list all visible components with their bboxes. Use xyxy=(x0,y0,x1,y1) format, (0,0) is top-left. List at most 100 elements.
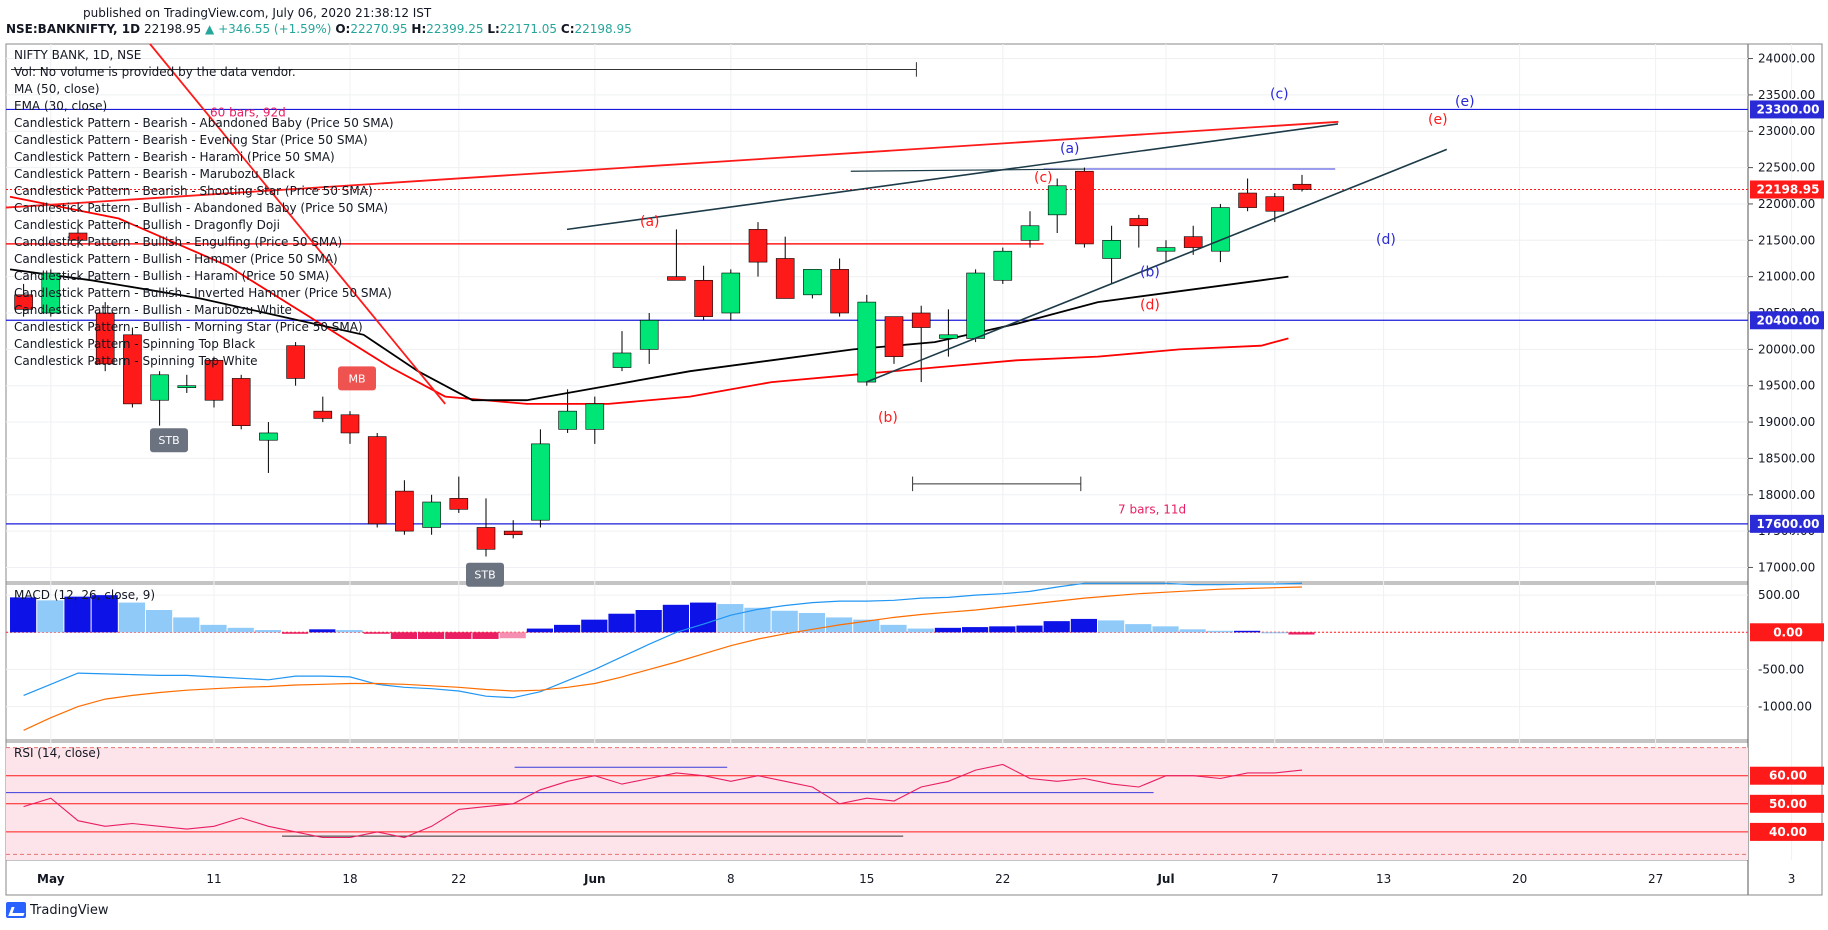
macd-histogram-bar xyxy=(907,628,934,633)
level-price-label: 17600.00 xyxy=(1756,517,1819,531)
candle-body xyxy=(476,527,496,550)
rsi-level-tag xyxy=(1750,794,1824,813)
macd-histogram-bar xyxy=(962,627,989,633)
macd-histogram-bar xyxy=(1234,630,1261,633)
candle-body xyxy=(748,229,768,263)
macd-zero-tag xyxy=(1750,623,1824,642)
candle-body xyxy=(585,403,605,430)
open-label: O: xyxy=(335,22,351,36)
price-change: ▲ +346.55 (+1.59%) xyxy=(205,22,332,36)
macd-histogram-bar xyxy=(853,619,880,633)
candle-body xyxy=(1156,247,1176,252)
close-value: 22198.95 xyxy=(574,22,632,36)
pattern-tag xyxy=(466,562,504,587)
rsi-tick-label: 60.00 xyxy=(1769,769,1807,783)
channel-lower-trendline xyxy=(865,148,1448,383)
candle-body xyxy=(14,294,33,310)
macd-histogram-bar xyxy=(1261,632,1288,634)
candle-body xyxy=(1292,183,1312,190)
candle-body xyxy=(639,319,659,350)
candle-body xyxy=(966,272,985,339)
time-tick-label: 3 xyxy=(1788,872,1796,886)
candle-body xyxy=(694,279,713,317)
wave-label: (e) xyxy=(1455,94,1475,110)
upper-red-trendline xyxy=(5,120,1339,209)
pattern-tag-label: MB xyxy=(348,372,365,385)
price-tick-label: 23000.00 xyxy=(1758,124,1815,138)
macd-histogram-bar xyxy=(635,610,662,633)
macd-histogram-bar xyxy=(64,596,91,633)
macd-histogram-bar xyxy=(227,627,254,633)
macd-tick-label: 0.00 xyxy=(1773,625,1803,639)
time-tick-label: Jul xyxy=(1156,872,1174,886)
candle-body xyxy=(667,276,686,281)
macd-histogram-bar xyxy=(472,632,499,639)
wave-label: (a) xyxy=(640,214,660,230)
time-tick-label: 13 xyxy=(1376,872,1391,886)
macd-tick-label: -500.00 xyxy=(1758,662,1804,676)
macd-histogram-bar xyxy=(499,632,526,639)
open-value: 22270.95 xyxy=(350,22,408,36)
level-price-label: 23300.00 xyxy=(1756,102,1819,116)
candle-body xyxy=(1238,192,1257,208)
legend-item: Candlestick Pattern - Bullish - Inverted… xyxy=(14,286,392,300)
macd-histogram-bar xyxy=(1206,630,1233,633)
candle-body xyxy=(993,250,1013,281)
macd-histogram-bar xyxy=(200,624,227,633)
macd-tick-label: -1000.00 xyxy=(1758,700,1812,714)
candle-body xyxy=(286,345,305,379)
candle-body xyxy=(721,272,741,314)
legend-item: Candlestick Pattern - Spinning Top Black xyxy=(14,337,255,351)
price-tick-label: 22500.00 xyxy=(1758,161,1815,175)
legend-item: Candlestick Pattern - Bearish - Shooting… xyxy=(14,184,373,198)
candle-body xyxy=(123,334,142,405)
macd-tick-label: 500.00 xyxy=(1758,588,1800,602)
legend-item: Candlestick Pattern - Bullish - Harami (… xyxy=(14,269,329,283)
channel-upper-trendline xyxy=(566,123,1339,231)
price-tick-label: 20000.00 xyxy=(1758,342,1815,356)
tradingview-logo-icon xyxy=(6,902,26,918)
legend-item: Candlestick Pattern - Bullish - Abandone… xyxy=(14,201,388,215)
published-note: published on TradingView.com, July 06, 2… xyxy=(83,6,432,20)
macd-histogram-bar xyxy=(554,624,581,633)
macd-line xyxy=(23,582,1303,699)
legend-item: Candlestick Pattern - Bullish - Engulfin… xyxy=(14,235,342,249)
price-tick-label: 21000.00 xyxy=(1758,270,1815,284)
candle-body xyxy=(857,301,877,383)
pattern-tag xyxy=(338,366,376,391)
close-label: C: xyxy=(560,22,575,36)
legend-item: MA (50, close) xyxy=(14,82,100,96)
low-label: L: xyxy=(487,22,500,36)
price-tick-label: 22000.00 xyxy=(1758,197,1815,211)
candle-body xyxy=(313,410,333,419)
macd-histogram-bar xyxy=(173,617,200,633)
candle-body xyxy=(68,232,88,241)
macd-histogram-bar xyxy=(118,602,145,633)
price-tick-label: 17000.00 xyxy=(1758,560,1815,574)
macd-histogram-bar xyxy=(880,624,907,633)
time-tick-label: 8 xyxy=(727,872,735,886)
macd-histogram-bar xyxy=(690,602,717,633)
footer-brand: TradingView xyxy=(6,902,109,918)
candle-body xyxy=(204,359,224,401)
legend-item: Candlestick Pattern - Bullish - Marubozu… xyxy=(14,303,292,317)
chart-canvas[interactable]: 24000.0023500.0023000.0022500.0022000.00… xyxy=(0,0,1828,900)
macd-histogram-bar xyxy=(608,613,635,633)
macd-signal-line xyxy=(23,586,1303,731)
legend-item: Vol: No volume is provided by the data v… xyxy=(14,65,296,79)
macd-histogram-bar xyxy=(1070,618,1097,633)
macd-histogram-bar xyxy=(363,632,390,634)
macd-histogram-bar xyxy=(37,600,64,633)
macd-histogram-bar xyxy=(989,626,1016,633)
level-price-tag xyxy=(1750,311,1824,330)
candle-body xyxy=(803,269,822,296)
macd-pane xyxy=(5,583,1749,741)
macd-histogram-bar xyxy=(254,630,281,633)
candle-body xyxy=(340,414,360,434)
candle-body xyxy=(1020,225,1040,241)
candle-body xyxy=(395,490,414,532)
candle-body xyxy=(503,530,523,536)
wave-label: (b) xyxy=(1140,265,1160,281)
rsi-tick-label: 50.00 xyxy=(1769,797,1807,811)
level-price-tag xyxy=(1750,100,1824,119)
